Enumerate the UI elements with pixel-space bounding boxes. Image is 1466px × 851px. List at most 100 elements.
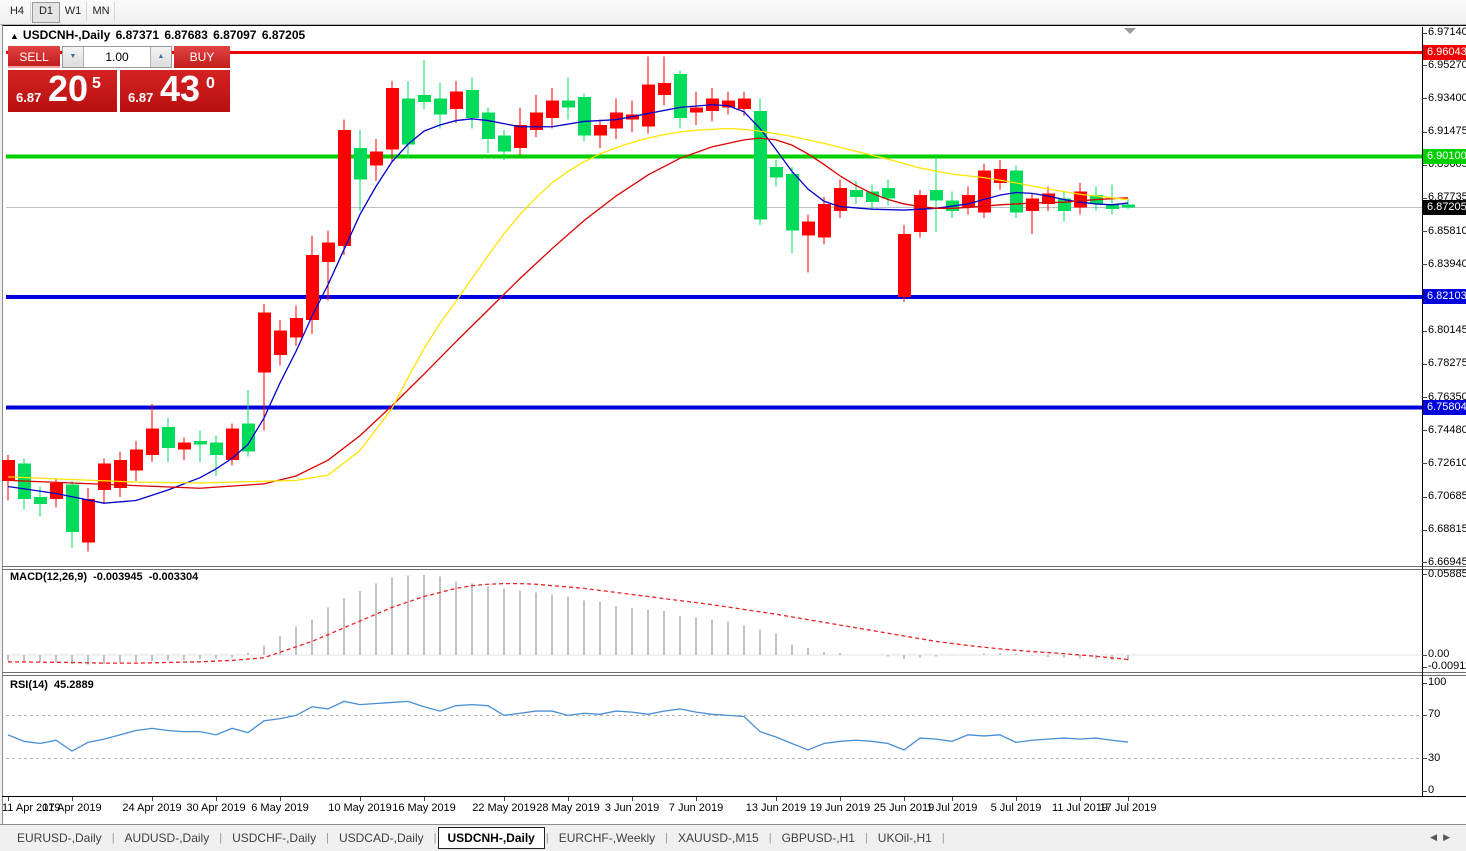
candle-body <box>146 428 159 455</box>
sell-price-superscript: 5 <box>92 75 101 92</box>
candle-body <box>1074 191 1087 208</box>
tab-separator: | <box>941 832 945 844</box>
timeframe-toolbar: H4 D1 W1 MN <box>0 0 1466 25</box>
sell-price-box[interactable]: 6.87 20 5 <box>8 68 117 112</box>
tab-separator: | <box>864 832 868 844</box>
last-bar-marker-icon <box>1124 28 1136 34</box>
tab-ukoil-h1[interactable]: UKOil-,H1 <box>877 831 932 845</box>
tab-xauusd-m15[interactable]: XAUUSD-,M15 <box>678 831 759 845</box>
candle-body <box>34 497 47 505</box>
ohlc-low: 6.87097 <box>213 28 257 42</box>
candle-body <box>882 188 895 199</box>
candle-body <box>754 110 767 220</box>
candle-body <box>418 95 431 103</box>
tab-eurusd-daily[interactable]: EURUSD-,Daily <box>17 831 102 845</box>
candle-body <box>98 463 111 491</box>
candle-body <box>594 124 607 136</box>
sell-price-prefix: 6.87 <box>16 90 42 105</box>
candle-body <box>914 195 927 233</box>
candle-body <box>290 318 303 338</box>
candle-body <box>322 242 335 262</box>
timeframe-button-h4[interactable]: H4 <box>4 2 31 21</box>
symbol-tab-bar: EURUSD-,Daily | AUDUSD-,Daily | USDCHF-,Dail… <box>0 824 1466 849</box>
candle-body <box>642 84 655 127</box>
ma-slow-line <box>7 127 1129 484</box>
candle-body <box>802 221 815 236</box>
buy-price-superscript: 0 <box>206 75 215 92</box>
candle-body <box>610 112 623 129</box>
candle-body <box>306 254 319 320</box>
candle-body <box>2 460 15 482</box>
candle-body <box>514 124 527 148</box>
candle-body <box>130 449 143 471</box>
candle-body <box>258 312 271 373</box>
sell-button[interactable]: SELL <box>8 46 60 68</box>
candle-body <box>274 330 287 355</box>
candle-body <box>498 135 511 152</box>
macd-value-2: -0.003304 <box>148 571 199 583</box>
candle-body <box>434 98 447 115</box>
candle-body <box>402 98 415 145</box>
tab-separator: | <box>219 832 223 844</box>
candle-body <box>1042 193 1055 204</box>
tab-usdcnh-daily[interactable]: USDCNH-,Daily <box>437 827 545 849</box>
tab-separator: | <box>433 832 437 844</box>
candle-body <box>386 88 399 150</box>
candle-body <box>962 195 975 208</box>
candle-body <box>530 112 543 131</box>
ma-fast-line <box>7 104 1129 504</box>
candle-body <box>722 100 735 108</box>
ma-mid-line <box>7 137 1129 489</box>
tab-audusd-daily[interactable]: AUDUSD-,Daily <box>124 831 210 845</box>
candle-body <box>786 174 799 231</box>
buy-price-box[interactable]: 6.87 43 0 <box>120 68 230 112</box>
timeframe-button-d1[interactable]: D1 <box>32 2 60 23</box>
tab-separator: | <box>326 832 329 844</box>
volume-increase-icon[interactable]: ▲ <box>150 47 171 67</box>
candle-body <box>66 484 79 533</box>
candle-body <box>242 423 255 452</box>
candle-body <box>1106 203 1119 210</box>
rsi-value: 45.2889 <box>53 679 94 691</box>
ohlc-high: 6.87683 <box>164 28 208 42</box>
tab-separator: | <box>111 832 115 844</box>
buy-button[interactable]: BUY <box>174 46 230 68</box>
candle-body <box>114 460 127 489</box>
timeframe-button-mn[interactable]: MN <box>88 2 115 21</box>
candle-body <box>674 74 687 118</box>
sell-price-main: 20 <box>48 68 89 109</box>
candle-body <box>770 167 783 178</box>
candle-body <box>50 482 63 499</box>
candle-body <box>658 82 671 96</box>
candle-body <box>194 440 207 445</box>
candle-body <box>162 426 175 448</box>
candle-body <box>338 130 351 247</box>
volume-decrease-icon[interactable]: ▼ <box>63 47 84 67</box>
tab-usdcad-daily[interactable]: USDCAD-,Daily <box>338 831 424 845</box>
tab-scroll-right-icon[interactable]: ▶ <box>1443 832 1456 842</box>
symbol-tabs: EURUSD-,Daily | AUDUSD-,Daily | USDCHF-,Dail… <box>8 827 946 849</box>
timeframe-button-w1[interactable]: W1 <box>60 2 87 21</box>
trade-prices-row: 6.87 20 5 6.87 43 0 <box>8 68 230 112</box>
candle-body <box>1010 170 1023 213</box>
trade-buttons-row: SELL ▼ 1.00 ▲ BUY <box>8 46 230 68</box>
candle-body <box>482 112 495 140</box>
rsi-line <box>7 700 1129 752</box>
candle-body <box>1122 204 1135 208</box>
chart-symbol-label: USDCNH-,Daily <box>22 28 111 42</box>
tab-usdchf-daily[interactable]: USDCHF-,Daily <box>232 831 317 845</box>
volume-input[interactable]: 1.00 <box>105 50 129 64</box>
tab-separator: | <box>545 832 549 844</box>
tab-scroll-arrows[interactable]: ◀▶ <box>1430 832 1456 843</box>
tab-scroll-left-icon[interactable]: ◀ <box>1430 832 1444 842</box>
tab-gbpusd-h1[interactable]: GBPUSD-,H1 <box>781 831 855 845</box>
collapse-triangle-icon[interactable]: ▲ <box>10 31 19 41</box>
candle-body <box>978 170 991 213</box>
candle-body <box>370 151 383 166</box>
candle-body <box>1026 198 1039 211</box>
tab-eurchf-weekly[interactable]: EURCHF-,Weekly <box>558 831 656 845</box>
macd-indicator-label: MACD(12,26,9) -0.003945 -0.003304 <box>10 571 201 583</box>
volume-stepper: ▼ 1.00 ▲ <box>62 46 172 68</box>
candle-body <box>850 189 863 197</box>
